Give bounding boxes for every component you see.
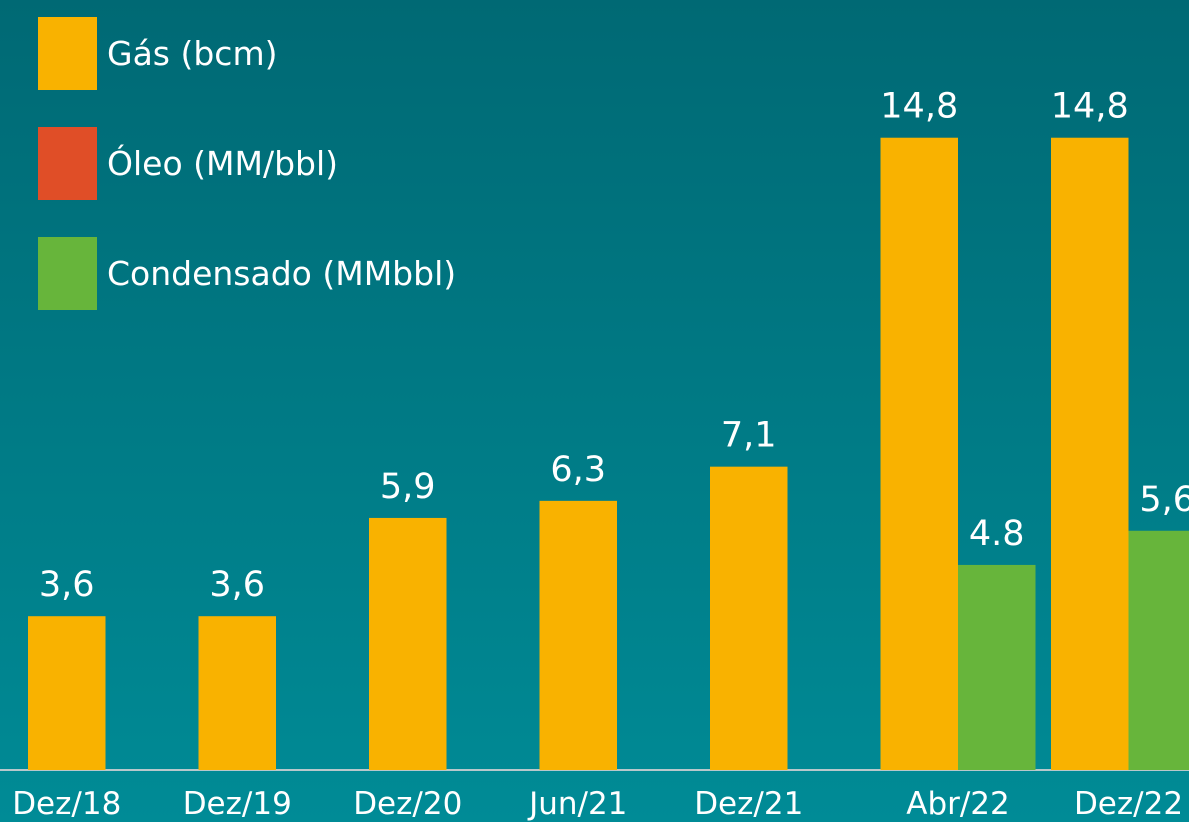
- x-tick-label: Dez/20: [353, 786, 462, 822]
- bar: [710, 466, 788, 770]
- bar: [880, 137, 958, 770]
- bar: [198, 616, 276, 770]
- bar: [1051, 137, 1129, 770]
- bar: [1128, 530, 1189, 770]
- x-tick-label: Dez/22: [1074, 786, 1183, 822]
- legend-label: Óleo (MM/bbl): [107, 143, 338, 183]
- legend-label: Gás (bcm): [107, 34, 277, 73]
- value-label: 3,6: [209, 565, 265, 605]
- value-label: 5,9: [380, 467, 436, 507]
- value-label: 6,3: [550, 450, 606, 490]
- legend-swatch: [38, 17, 97, 90]
- x-tick-label: Dez/18: [12, 786, 121, 822]
- value-label: 14,8: [880, 87, 958, 127]
- x-tick-label: Abr/22: [906, 786, 1010, 822]
- value-label: 4.8: [969, 514, 1025, 554]
- value-label: 14,8: [1051, 87, 1129, 127]
- x-tick-label: Dez/21: [694, 786, 803, 822]
- value-label: 3,6: [39, 565, 95, 605]
- value-label: 7,1: [721, 416, 777, 456]
- x-tick-label: Dez/19: [183, 786, 292, 822]
- value-label: 5,6: [1139, 480, 1189, 520]
- x-tick-label: Jun/21: [527, 786, 627, 822]
- bar: [539, 500, 617, 770]
- legend-swatch: [38, 127, 97, 200]
- bar: [369, 517, 447, 770]
- legend-label: Condensado (MMbbl): [107, 254, 456, 293]
- legend-swatch: [38, 237, 97, 310]
- bar: [958, 564, 1036, 770]
- bar: [28, 616, 106, 770]
